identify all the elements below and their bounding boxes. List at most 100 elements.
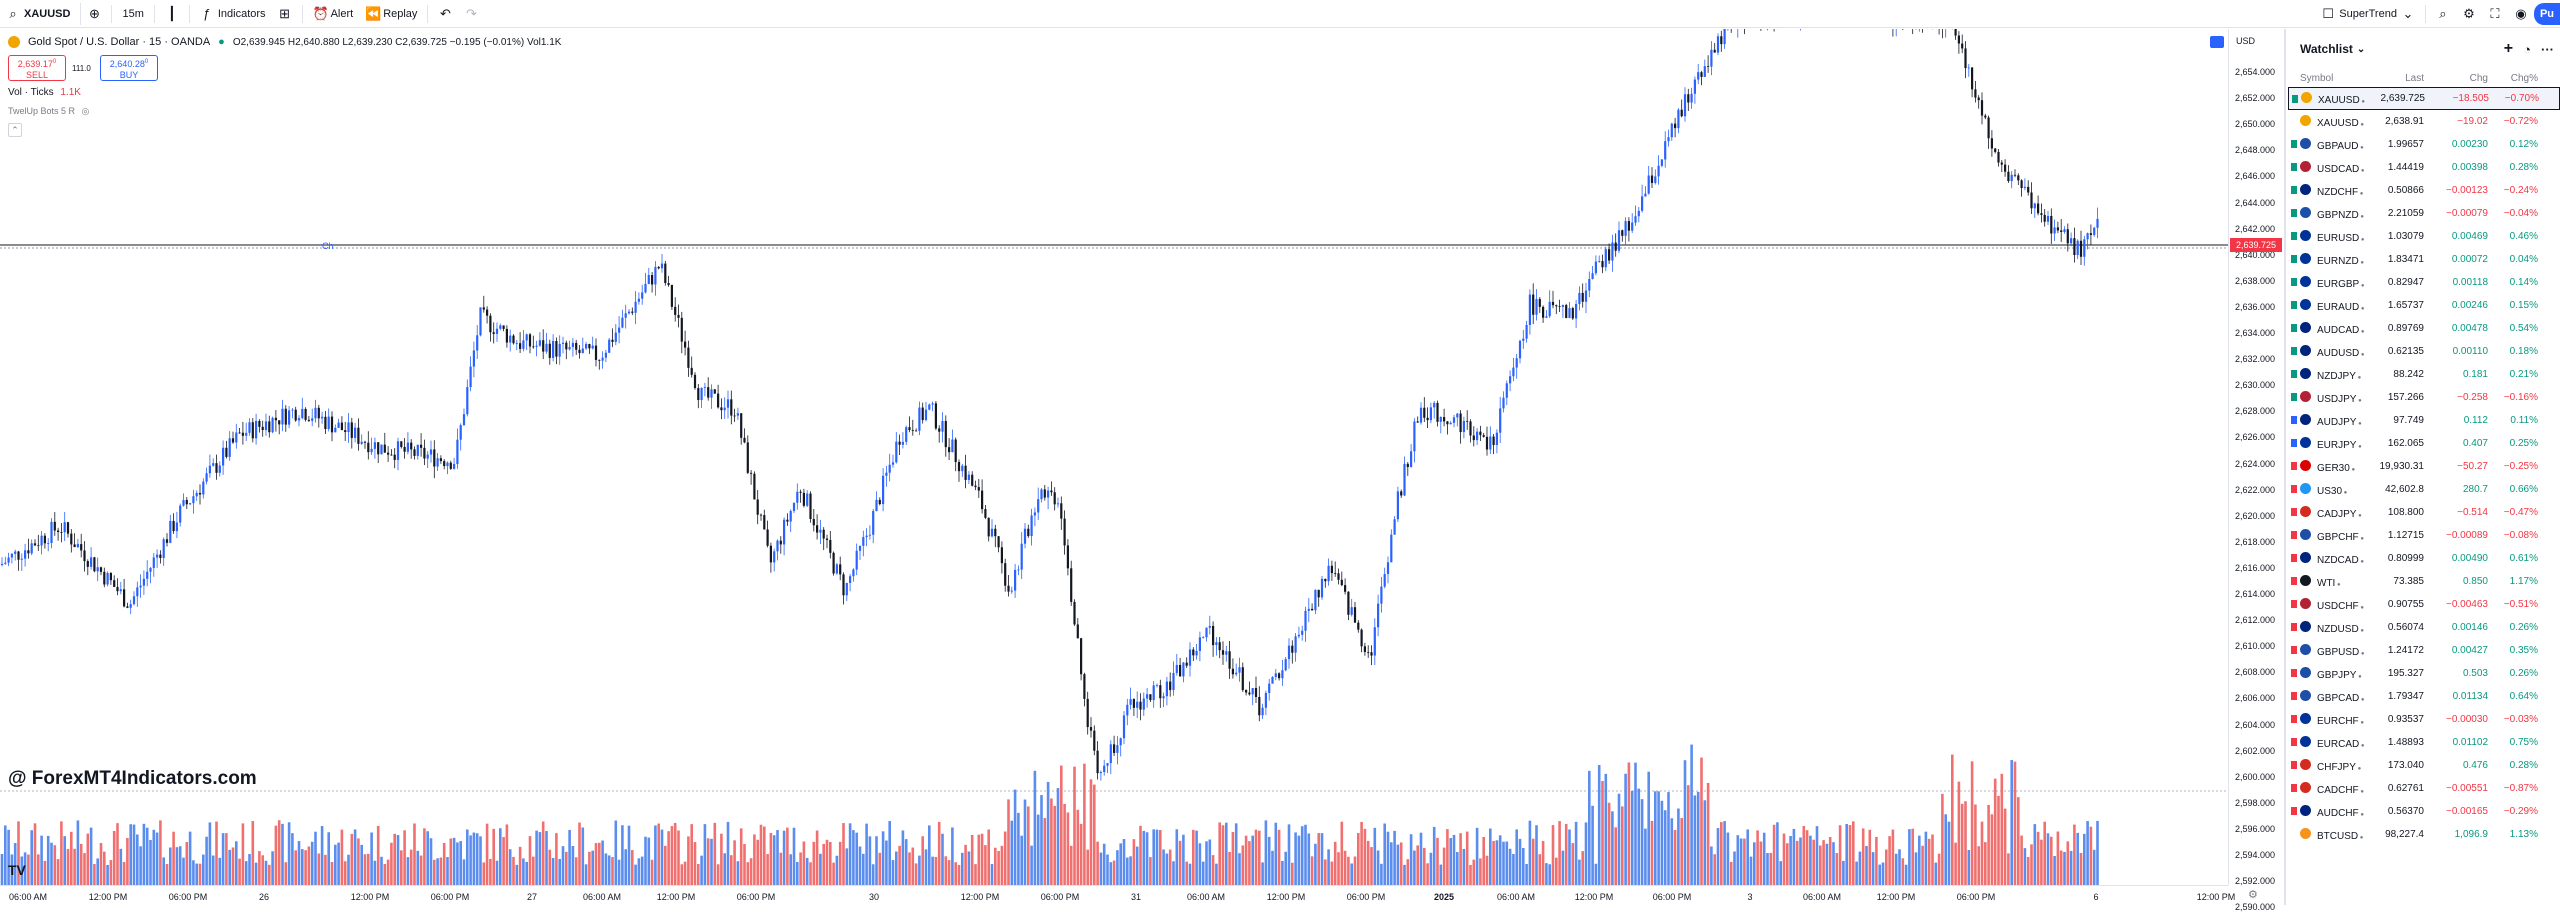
watchlist-row[interactable]: AUDCAD ● 0.89769 0.00478 0.54% xyxy=(2288,317,2560,340)
flag-icon[interactable] xyxy=(2291,301,2297,309)
flag-icon[interactable] xyxy=(2291,186,2297,194)
price-axis[interactable]: 2,654.000 2,652.000 2,650.000 2,648.000 2,64… xyxy=(2228,29,2284,912)
watchlist-row[interactable]: GBPCAD ● 1.79347 0.01134 0.64% xyxy=(2288,685,2560,708)
watchlist-row[interactable]: NZDUSD ● 0.56074 0.00146 0.26% xyxy=(2288,616,2560,639)
flag-icon[interactable] xyxy=(2291,738,2297,746)
flag-icon[interactable] xyxy=(2291,462,2297,470)
watchlist-row[interactable]: GBPAUD ● 1.99657 0.00230 0.12% xyxy=(2288,133,2560,156)
flag-icon[interactable] xyxy=(2291,393,2297,401)
flag-icon[interactable] xyxy=(2291,163,2297,171)
flag-icon[interactable] xyxy=(2291,209,2297,217)
watchlist-row[interactable]: AUDCHF ● 0.56370 −0.00165 −0.29% xyxy=(2288,800,2560,823)
watchlist-row[interactable]: USDCAD ● 1.44419 0.00398 0.28% xyxy=(2288,156,2560,179)
templates-button[interactable]: ⊞ xyxy=(272,3,298,25)
currency-label[interactable]: USD xyxy=(2236,36,2256,46)
flag-icon[interactable] xyxy=(2291,370,2297,378)
time-axis[interactable]: 06:00 AM 12:00 PM 06:00 PM 26 12:00 PM 06:00 … xyxy=(0,885,2235,905)
watchlist-row[interactable]: EURAUD ● 1.65737 0.00246 0.15% xyxy=(2288,294,2560,317)
flag-icon[interactable] xyxy=(2291,508,2297,516)
watchlist-row[interactable]: EURNZD ● 1.83471 0.00072 0.04% xyxy=(2288,248,2560,271)
flag-icon[interactable] xyxy=(2291,761,2297,769)
flag-icon[interactable] xyxy=(2291,692,2297,700)
indicators-button[interactable]: ƒ Indicators xyxy=(194,3,272,25)
symbol-search-button[interactable]: ⌕ XAUUSD xyxy=(0,2,82,25)
alert-button[interactable]: ⏰ Alert xyxy=(307,3,360,25)
flag-icon[interactable] xyxy=(2291,715,2297,723)
add-symbol-icon[interactable]: + xyxy=(2503,40,2514,57)
watchlist-row[interactable]: EURGBP ● 0.82947 0.00118 0.14% xyxy=(2288,271,2560,294)
flag-icon[interactable] xyxy=(2291,232,2297,240)
watchlist-row[interactable]: GBPCHF ● 1.12715 −0.00089 −0.08% xyxy=(2288,524,2560,547)
advanced-view-icon[interactable]: ◔ xyxy=(2523,41,2531,57)
watchlist-row[interactable]: USDJPY ● 157.266 −0.258 −0.16% xyxy=(2288,386,2560,409)
watchlist-row[interactable]: EURCHF ● 0.93537 −0.00030 −0.03% xyxy=(2288,708,2560,731)
col-symbol[interactable]: Symbol xyxy=(2300,72,2334,84)
watchlist-row[interactable]: EURCAD ● 1.48893 0.01102 0.75% xyxy=(2288,731,2560,754)
horizontal-line-label[interactable]: Ch xyxy=(322,241,334,251)
watchlist-row[interactable]: AUDUSD ● 0.62135 0.00110 0.18% xyxy=(2288,340,2560,363)
more-options-icon[interactable]: ··· xyxy=(2541,41,2554,57)
flag-icon[interactable] xyxy=(2291,784,2297,792)
price-chart[interactable] xyxy=(0,29,2228,885)
eye-icon[interactable]: ◎ xyxy=(81,106,90,116)
flag-icon[interactable] xyxy=(2291,255,2297,263)
flag-icon[interactable] xyxy=(2291,485,2297,493)
watchlist-row[interactable]: CHFJPY ● 173.040 0.476 0.28% xyxy=(2288,754,2560,777)
watchlist-row[interactable]: GBPJPY ● 195.327 0.503 0.26% xyxy=(2288,662,2560,685)
buy-button[interactable]: 2,640.280 BUY xyxy=(100,55,158,81)
watchlist-row[interactable]: CADCHF ● 0.62761 −0.00551 −0.87% xyxy=(2288,777,2560,800)
indicator-legend[interactable]: TwelUp Bots 5 R ◎ xyxy=(8,106,89,117)
layout-button[interactable]: ☐ SuperTrend ⌄ xyxy=(2315,3,2421,25)
watchlist-row[interactable]: AUDJPY ● 97.749 0.112 0.11% xyxy=(2288,409,2560,432)
flag-icon[interactable] xyxy=(2292,95,2298,103)
fullscreen-button[interactable]: ⛶ xyxy=(2482,3,2508,25)
collapse-legend-button[interactable]: ⌃ xyxy=(8,123,22,137)
flag-icon[interactable] xyxy=(2291,439,2297,447)
flag-icon[interactable] xyxy=(2291,347,2297,355)
watchlist-row[interactable]: EURUSD ● 1.03079 0.00469 0.46% xyxy=(2288,225,2560,248)
auto-scale-icon[interactable] xyxy=(2210,36,2224,48)
legend-title[interactable]: Gold Spot / U.S. Dollar · 15 · OANDA xyxy=(28,36,211,48)
watchlist-row[interactable]: WTI ● 73.385 0.850 1.17% xyxy=(2288,570,2560,593)
time-axis-settings-icon[interactable]: ⚙ xyxy=(2248,889,2258,901)
col-last[interactable]: Last xyxy=(2405,72,2424,84)
watchlist-title[interactable]: Watchlist xyxy=(2300,42,2353,56)
snapshot-button[interactable]: ◉ xyxy=(2508,3,2534,25)
tradingview-logo[interactable]: TV xyxy=(8,862,26,878)
watchlist-row[interactable]: GBPNZD ● 2.21059 −0.00079 −0.04% xyxy=(2288,202,2560,225)
volume-indicator-legend[interactable]: Vol · Ticks 1.1K xyxy=(8,87,81,98)
chevron-down-icon[interactable]: ⌄ xyxy=(2356,43,2366,55)
flag-icon[interactable] xyxy=(2291,623,2297,631)
watchlist-row[interactable]: GER30 ● 19,930.31 −50.27 −0.25% xyxy=(2288,455,2560,478)
flag-icon[interactable] xyxy=(2291,669,2297,677)
flag-icon[interactable] xyxy=(2291,600,2297,608)
flag-icon[interactable] xyxy=(2291,324,2297,332)
publish-button[interactable]: Pu xyxy=(2533,2,2560,25)
compare-button[interactable]: ⊕ xyxy=(81,3,107,25)
undo-button[interactable]: ↶ xyxy=(432,3,458,25)
flag-icon[interactable] xyxy=(2291,807,2297,815)
watchlist-row[interactable]: XAUUSD ● 2,639.725 −18.505 −0.70% xyxy=(2288,87,2560,110)
watchlist-row[interactable]: BTCUSD ● 98,227.4 1,096.9 1.13% xyxy=(2288,823,2560,846)
flag-icon[interactable] xyxy=(2291,531,2297,539)
flag-icon[interactable] xyxy=(2291,577,2297,585)
watchlist-row[interactable]: NZDJPY ● 88.242 0.181 0.21% xyxy=(2288,363,2560,386)
flag-icon[interactable] xyxy=(2291,554,2297,562)
flag-icon[interactable] xyxy=(2291,278,2297,286)
watchlist-row[interactable]: US30 ● 42,602.8 280.7 0.66% xyxy=(2288,478,2560,501)
flag-icon[interactable] xyxy=(2291,646,2297,654)
col-chg[interactable]: Chg xyxy=(2469,72,2488,84)
redo-button[interactable]: ↷ xyxy=(458,3,484,25)
watchlist-row[interactable]: NZDCAD ● 0.80999 0.00490 0.61% xyxy=(2288,547,2560,570)
quick-search-button[interactable]: ⌕ xyxy=(2430,3,2456,25)
watchlist-row[interactable]: EURJPY ● 162.065 0.407 0.25% xyxy=(2288,432,2560,455)
interval-button[interactable]: 15m xyxy=(116,3,149,25)
settings-button[interactable]: ⚙ xyxy=(2456,3,2482,25)
replay-button[interactable]: ⏪ Replay xyxy=(359,3,423,25)
panel-divider[interactable] xyxy=(2284,29,2286,905)
watchlist-row[interactable]: NZDCHF ● 0.50866 −0.00123 −0.24% xyxy=(2288,179,2560,202)
chart-type-button[interactable]: ┃ xyxy=(159,3,185,25)
flag-icon[interactable] xyxy=(2291,140,2297,148)
sell-button[interactable]: 2,639.170 SELL xyxy=(8,55,66,81)
watchlist-row[interactable]: USDCHF ● 0.90755 −0.00463 −0.51% xyxy=(2288,593,2560,616)
